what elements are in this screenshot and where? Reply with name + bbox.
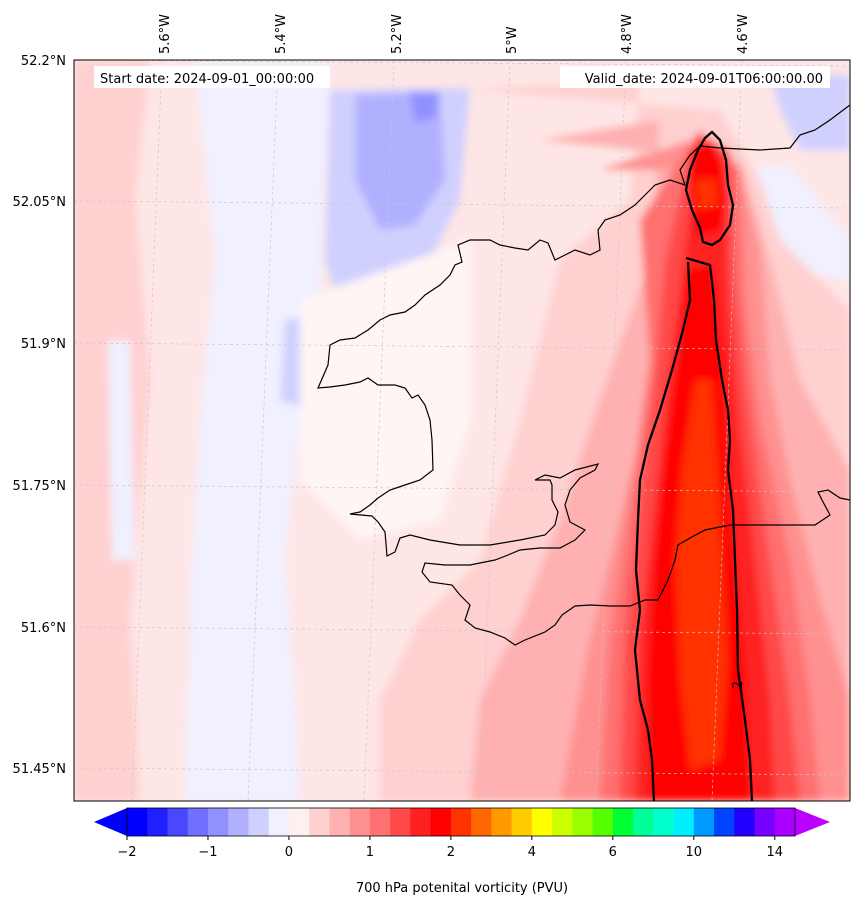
valid-date: Valid_date: 2024-09-01T06:00:00.00 (585, 72, 823, 87)
colorbar-cell (430, 808, 452, 836)
colorbar-tick-label: 4 (528, 845, 536, 860)
lat-label: 52.05°N (13, 195, 66, 210)
colorbar-cell (633, 808, 654, 836)
lat-label: 51.6°N (21, 621, 66, 636)
colorbar-cell (693, 808, 715, 836)
colorbar-cell (572, 808, 594, 836)
colorbar-cell (187, 808, 209, 836)
colorbar-cell (147, 808, 169, 836)
lon-label: 5.2°W (390, 14, 405, 54)
colorbar-cell (349, 808, 371, 836)
colorbar: −2 −1 0 1 2 4 6 10 14 700 hPa potenital vorticit… (94, 807, 830, 896)
lon-label: 5.4°W (274, 14, 289, 54)
colorbar-under-arrow (94, 808, 127, 836)
colorbar-cell (390, 808, 411, 836)
contour-label: 2 (731, 681, 746, 689)
header: Start date: 2024-09-01_00:00:00 Valid_da… (94, 66, 830, 88)
colorbar-tick-label: 14 (766, 845, 783, 860)
colorbar-cell (167, 808, 189, 836)
colorbar-tick-label: 1 (366, 845, 374, 860)
colorbar-cell (127, 808, 148, 836)
graticule (74, 60, 850, 801)
colorbar-cell (329, 808, 351, 836)
lon-label: 4.8°W (620, 14, 635, 54)
start-date: Start date: 2024-09-01_00:00:00 (100, 72, 314, 87)
lon-label: 5°W (505, 26, 520, 54)
colorbar-cell (207, 808, 229, 836)
lat-label: 51.45°N (13, 762, 66, 777)
colorbar-cell (369, 808, 391, 836)
colorbar-frame (126, 807, 796, 837)
colorbar-cell (450, 808, 472, 836)
lon-label: 5.6°W (158, 14, 173, 54)
lat-label: 51.75°N (13, 479, 66, 494)
colorbar-cell (471, 808, 492, 836)
colorbar-cell (592, 808, 614, 836)
colorbar-cell (734, 808, 756, 836)
coastline (317, 104, 850, 646)
lat-label: 51.9°N (21, 337, 66, 352)
lat-labels: 52.2°N 52.05°N 51.9°N 51.75°N 51.6°N 51.… (13, 54, 66, 777)
lon-labels: 5.6°W 5.4°W 5.2°W 5°W 4.8°W 4.6°W (158, 14, 751, 54)
colorbar-cell (673, 808, 695, 836)
colorbar-cell (531, 808, 553, 836)
colorbar-over-arrow (795, 808, 830, 836)
map-frame (73, 59, 851, 802)
colorbar-cell (552, 808, 573, 836)
colorbar-cell (774, 808, 796, 836)
lat-label: 52.2°N (21, 54, 66, 69)
colorbar-cell (491, 808, 513, 836)
colorbar-cell (612, 808, 634, 836)
colorbar-cell (653, 808, 675, 836)
colorbar-cell (511, 808, 533, 836)
lon-label: 4.6°W (736, 14, 751, 54)
pv-contour-2 (633, 130, 754, 801)
colorbar-tick-label: 0 (285, 845, 293, 860)
colorbar-cell (248, 808, 270, 836)
colorbar-cell (714, 808, 735, 836)
colorbar-cell (288, 808, 310, 836)
colorbar-cell (754, 808, 776, 836)
colorbar-tick-label: 10 (686, 845, 703, 860)
colorbar-cell (228, 808, 250, 836)
colorbar-tick-label: 2 (447, 845, 455, 860)
colorbar-cell (309, 808, 331, 836)
colorbar-cell (268, 808, 290, 836)
colorbar-tick-label: −1 (198, 845, 217, 860)
colorbar-tick-label: −2 (117, 845, 136, 860)
pv-field: 2 (74, 60, 850, 801)
colorbar-tick-label: 6 (609, 845, 617, 860)
colorbar-title: 700 hPa potenital vorticity (PVU) (356, 881, 568, 896)
colorbar-cell (410, 808, 432, 836)
